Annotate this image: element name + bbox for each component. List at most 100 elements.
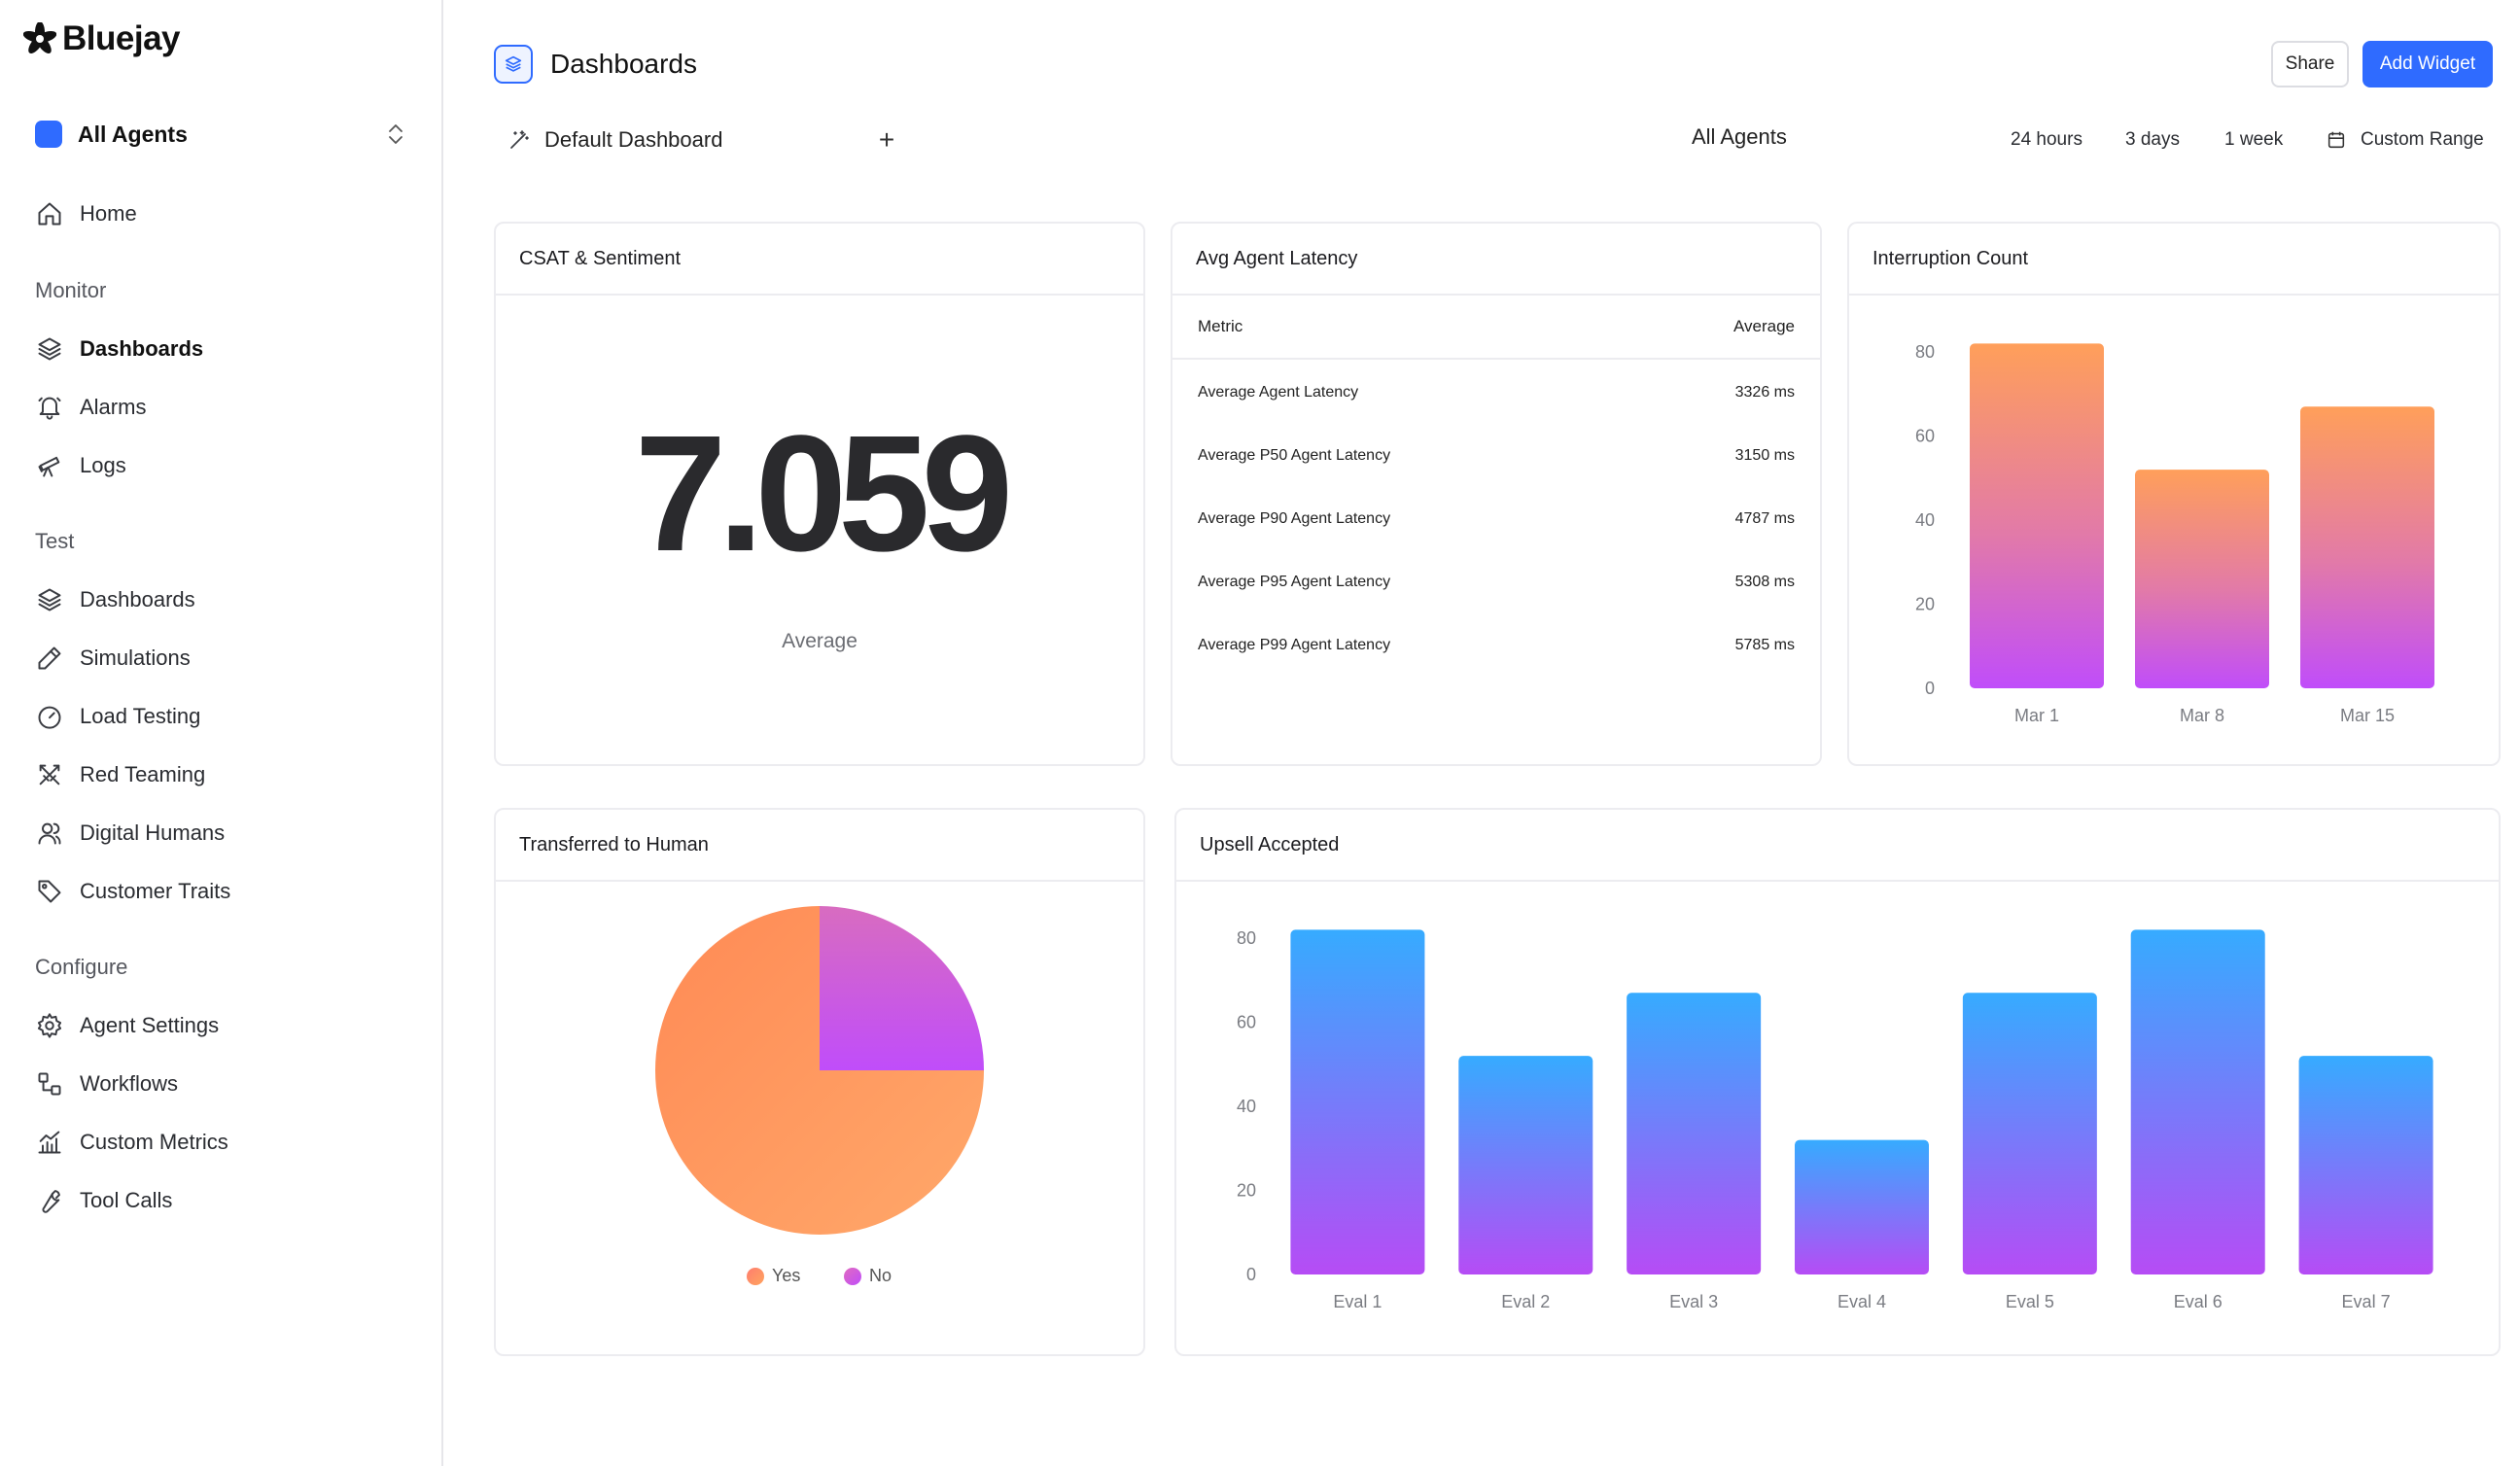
x-tick-label: Eval 5	[2006, 1292, 2054, 1311]
sidebar-item-label: Red Teaming	[80, 762, 206, 786]
y-tick-label: 0	[1925, 679, 1935, 698]
bar	[1795, 1139, 1929, 1274]
x-tick-label: Eval 6	[2174, 1292, 2222, 1311]
metric-name: Average P95 Agent Latency	[1198, 574, 1391, 590]
share-button[interactable]: Share	[2271, 41, 2349, 87]
metric-name: Average P50 Agent Latency	[1198, 447, 1391, 464]
sidebar-item-label: Home	[80, 201, 137, 226]
sidebar-item-home[interactable]: Home	[21, 191, 420, 237]
y-tick-label: 60	[1237, 1013, 1256, 1032]
sidebar-item-label: Tool Calls	[80, 1188, 173, 1212]
widget-title: Upsell Accepted	[1176, 810, 2499, 882]
y-tick-label: 40	[1237, 1097, 1256, 1116]
legend-item-yes: Yes	[747, 1266, 800, 1286]
page-title: Dashboards	[550, 49, 697, 79]
column-header-average: Average	[1732, 317, 1795, 335]
widget-title: CSAT & Sentiment	[496, 224, 1143, 296]
app-logo[interactable]: Bluejay	[23, 19, 181, 58]
sidebar-item-label: Logs	[80, 453, 126, 477]
csat-average-caption: Average	[782, 630, 858, 652]
y-tick-label: 60	[1915, 427, 1935, 446]
agent-color-swatch	[35, 121, 62, 148]
metric-value: 5308 ms	[1734, 574, 1795, 590]
sidebar-item-label: Custom Metrics	[80, 1130, 228, 1154]
bluejay-logo-icon	[23, 22, 56, 54]
bell-icon	[35, 393, 64, 422]
sidebar-item-label: Dashboards	[80, 587, 195, 611]
bar	[2130, 929, 2265, 1274]
x-tick-label: Eval 3	[1669, 1292, 1718, 1311]
bar	[1458, 1056, 1593, 1274]
sidebar-item-label: Agent Settings	[80, 1013, 220, 1037]
range-24-hours[interactable]: 24 hours	[2011, 129, 2082, 150]
sidebar-item-agent-settings[interactable]: Agent Settings	[21, 1002, 420, 1049]
column-header-metric: Metric	[1198, 317, 1243, 335]
sidebar-item-logs[interactable]: Logs	[21, 442, 420, 489]
y-tick-label: 40	[1915, 510, 1935, 530]
widget-title: Transferred to Human	[496, 810, 1143, 882]
x-tick-label: Eval 7	[2342, 1292, 2391, 1311]
bar	[1962, 993, 2097, 1274]
magic-wand-icon	[510, 130, 529, 149]
layers-icon	[35, 334, 64, 364]
telescope-icon	[35, 451, 64, 480]
user-icon	[35, 819, 64, 848]
y-tick-label: 20	[1237, 1181, 1256, 1201]
dashboard-tab-default[interactable]: Default Dashboard	[494, 117, 722, 163]
bar	[2300, 406, 2434, 688]
tag-icon	[35, 877, 64, 906]
sidebar-item-workflows[interactable]: Workflows	[21, 1061, 420, 1107]
range-1-week[interactable]: 1 week	[2224, 129, 2284, 150]
table-row: Average P95 Agent Latency 5308 ms	[1172, 551, 1820, 613]
x-tick-label: Mar 15	[2340, 706, 2395, 725]
metric-value: 4787 ms	[1734, 510, 1795, 527]
bar	[2298, 1056, 2433, 1274]
bar	[2135, 470, 2269, 688]
range-3-days[interactable]: 3 days	[2125, 129, 2180, 150]
agent-filter-select[interactable]: All Agents	[1692, 124, 1787, 149]
section-monitor: Monitor	[35, 278, 107, 302]
x-tick-label: Mar 1	[2014, 706, 2059, 725]
bar	[1290, 929, 1425, 1274]
sidebar-item-label: Load Testing	[80, 704, 201, 728]
y-tick-label: 80	[1915, 342, 1935, 362]
sidebar-item-customer-traits[interactable]: Customer Traits	[21, 868, 420, 915]
add-widget-button[interactable]: Add Widget	[2362, 41, 2493, 87]
sidebar-item-test-dashboards[interactable]: Dashboards	[21, 576, 420, 623]
home-icon	[35, 199, 64, 228]
widget-latency: Avg Agent Latency Metric Average Average…	[1171, 222, 1822, 766]
table-row: Average P90 Agent Latency 4787 ms	[1172, 488, 1820, 550]
sidebar-item-alarms[interactable]: Alarms	[21, 384, 420, 431]
sidebar-item-digital-humans[interactable]: Digital Humans	[21, 810, 420, 856]
add-dashboard-button[interactable]: +	[878, 124, 895, 155]
table-row: Average Agent Latency 3326 ms	[1172, 362, 1820, 424]
bar	[1970, 343, 2104, 688]
x-tick-label: Eval 1	[1333, 1292, 1382, 1311]
metric-value: 3326 ms	[1734, 384, 1795, 401]
chevron-up-down-icon	[389, 124, 402, 144]
pencil-icon	[35, 644, 64, 673]
legend-swatch	[747, 1267, 764, 1285]
sidebar-item-label: Simulations	[80, 646, 191, 670]
sidebar-item-custom-metrics[interactable]: Custom Metrics	[21, 1119, 420, 1166]
metric-name: Average P90 Agent Latency	[1198, 510, 1391, 527]
agent-selector[interactable]: All Agents	[21, 107, 420, 161]
sidebar-item-simulations[interactable]: Simulations	[21, 635, 420, 681]
sidebar-item-red-teaming[interactable]: Red Teaming	[21, 751, 420, 798]
legend-swatch	[844, 1267, 861, 1285]
x-tick-label: Eval 2	[1501, 1292, 1550, 1311]
dashboard-tab-label: Default Dashboard	[544, 127, 723, 152]
pie-slice	[820, 906, 984, 1070]
sidebar-item-label: Dashboards	[80, 336, 204, 361]
metric-value: 5785 ms	[1734, 637, 1795, 653]
sidebar-item-monitor-dashboards[interactable]: Dashboards	[21, 326, 420, 372]
custom-range-button[interactable]: Custom Range	[2326, 121, 2484, 159]
legend-item-no: No	[844, 1266, 892, 1286]
sidebar-item-tool-calls[interactable]: Tool Calls	[21, 1177, 420, 1224]
sidebar-item-load-testing[interactable]: Load Testing	[21, 693, 420, 740]
widget-csat: CSAT & Sentiment 7.059 Average	[494, 222, 1145, 766]
swords-icon	[35, 760, 64, 789]
layers-icon	[35, 585, 64, 614]
sidebar-item-label: Workflows	[80, 1071, 179, 1096]
